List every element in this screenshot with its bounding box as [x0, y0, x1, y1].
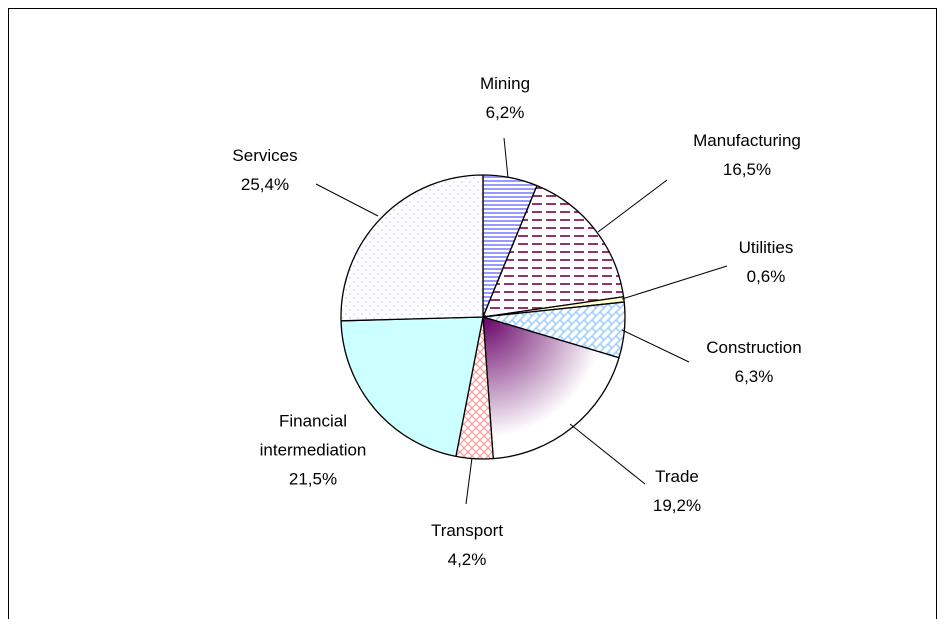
- leader-line: [621, 265, 728, 300]
- slice-label: Trade 19,2%: [602, 462, 752, 520]
- pie-slice: [340, 174, 484, 322]
- slice-label: Financial intermediation 21,5%: [238, 407, 388, 494]
- category-label: Services: [232, 146, 298, 165]
- pie-slice: [340, 316, 484, 458]
- value-label: 25,4%: [240, 175, 290, 194]
- value-label: 4,2%: [447, 550, 487, 569]
- slice-label: Mining 6,2%: [430, 69, 580, 127]
- category-label: Construction: [706, 338, 802, 357]
- category-label: Trade: [655, 467, 699, 486]
- category-label: Transport: [430, 521, 504, 540]
- slice-label: Services 25,4%: [190, 141, 340, 199]
- value-label: 6,2%: [485, 103, 525, 122]
- slice-label: Construction 6,3%: [679, 333, 829, 391]
- category-label: Mining: [479, 74, 531, 93]
- value-label: 19,2%: [652, 496, 702, 515]
- value-label: 21,5%: [288, 469, 338, 489]
- pie-slice: [482, 185, 625, 318]
- slice-label: Manufacturing 16,5%: [672, 126, 822, 184]
- value-label: 16,5%: [722, 160, 772, 179]
- slice-label: Utilities 0,6%: [691, 233, 841, 291]
- leader-line: [465, 457, 473, 505]
- leader-line: [621, 329, 690, 363]
- slice-label: Transport 4,2%: [392, 516, 542, 574]
- leader-line: [569, 423, 646, 485]
- category-label: Utilities: [738, 238, 794, 257]
- leader-line: [503, 137, 509, 179]
- leader-line: [597, 179, 668, 233]
- pie-slice: [482, 316, 620, 460]
- value-label: 0,6%: [746, 267, 786, 286]
- value-label: 6,3%: [734, 367, 774, 386]
- chart-border: [8, 8, 937, 619]
- leader-line: [315, 183, 379, 217]
- category-label: Manufacturing: [693, 131, 801, 150]
- category-label: Financial intermediation: [259, 411, 367, 460]
